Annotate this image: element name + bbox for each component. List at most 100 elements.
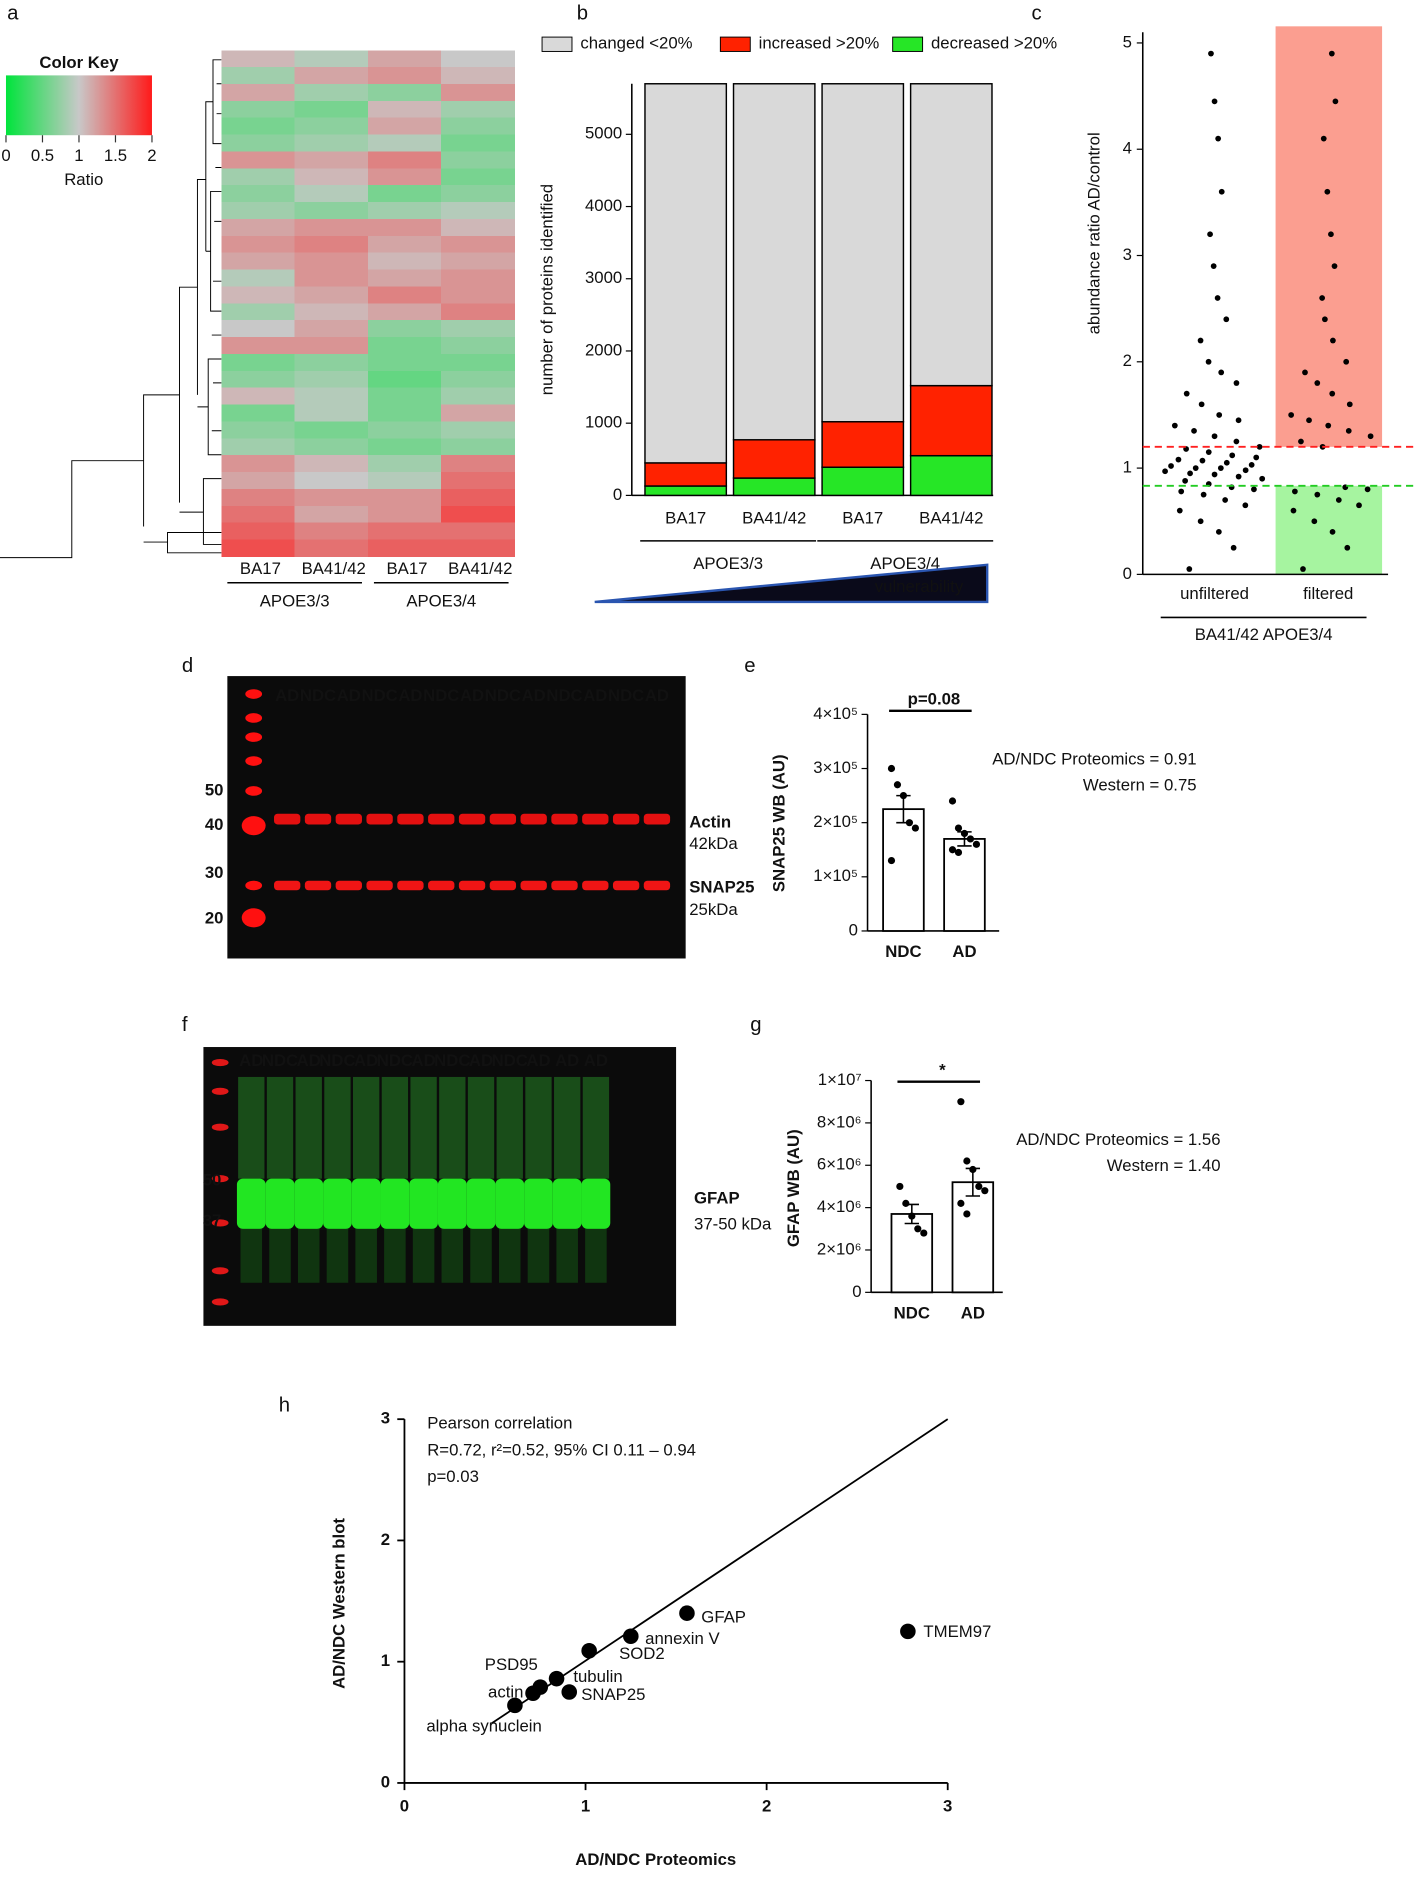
y-tick-label: 2 <box>381 1530 390 1549</box>
data-point <box>1216 412 1223 418</box>
band <box>581 1178 611 1229</box>
x-tick-label: AD <box>961 1303 985 1322</box>
data-point <box>1311 518 1318 525</box>
ladder-band <box>245 880 263 891</box>
heatmap-cell <box>294 269 369 287</box>
lane-label: NDC <box>608 686 644 705</box>
data-point <box>1332 98 1339 105</box>
ladder-band <box>211 1175 229 1183</box>
band <box>274 813 301 825</box>
heatmap-cell <box>294 472 369 490</box>
band <box>524 1178 553 1229</box>
heatmap-cell <box>294 117 369 135</box>
bar-segment <box>732 83 816 441</box>
heatmap-cell <box>221 269 296 287</box>
group-label: APOE3/4 <box>870 554 940 573</box>
data-point <box>1259 475 1266 482</box>
band-size: 25kDa <box>689 900 738 919</box>
x-tick-label: 1 <box>581 1796 590 1815</box>
band <box>551 813 578 825</box>
band <box>351 1178 381 1229</box>
lane-label: AD <box>526 1051 550 1070</box>
lane-label: AD <box>469 1051 493 1070</box>
data-point <box>1171 422 1178 429</box>
data-point <box>963 1210 971 1218</box>
data-point <box>1242 502 1249 509</box>
bar-segment <box>732 477 816 497</box>
band <box>274 880 301 891</box>
heatmap-cell <box>367 235 442 254</box>
data-point <box>914 1225 922 1233</box>
lane-smear <box>585 1228 607 1283</box>
lane-label: NDC <box>434 1051 470 1070</box>
heatmap-cell <box>221 117 296 135</box>
lane-label: AD <box>555 1051 579 1070</box>
trend-line <box>490 1418 949 1725</box>
annotation: Western = 0.75 <box>1083 776 1197 795</box>
lane-label: NDC <box>423 686 459 705</box>
heatmap-cell <box>367 337 442 355</box>
panel-label: b <box>577 3 588 25</box>
colorbar-tick-label: 1 <box>74 146 83 165</box>
data-point <box>1346 401 1353 408</box>
band <box>437 1178 467 1229</box>
heatmap-cell <box>221 303 296 321</box>
band <box>551 880 578 891</box>
lane-smear <box>439 1076 466 1179</box>
heatmap-cell <box>221 404 296 422</box>
data-point <box>1298 438 1304 445</box>
heatmap-cell <box>441 438 515 456</box>
heatmap-cell <box>441 286 515 304</box>
heatmap-cell <box>367 50 442 68</box>
data-point <box>1292 488 1298 495</box>
x-tick-label: unfiltered <box>1180 584 1249 603</box>
data-point <box>1222 497 1229 503</box>
y-tick-label: 2000 <box>585 340 622 359</box>
data-point <box>1343 358 1350 365</box>
y-tick-label: 3×10⁵ <box>813 758 858 777</box>
y-tick-label: 0 <box>1123 564 1132 583</box>
data-point <box>900 1623 916 1640</box>
data-point <box>1314 380 1321 386</box>
heatmap-cell <box>294 455 369 473</box>
lane-smear <box>441 1228 464 1283</box>
heatmap-cell <box>294 218 369 237</box>
significance-label: * <box>939 1060 946 1079</box>
band <box>294 1178 324 1229</box>
point-label: annexin V <box>645 1629 720 1648</box>
significance-label: p=0.08 <box>908 689 961 708</box>
data-point <box>1197 518 1204 525</box>
data-point <box>1205 358 1212 365</box>
heatmap-cell <box>441 269 515 287</box>
y-axis-label: number of proteins identified <box>537 184 556 395</box>
group-label: APOE3/3 <box>260 591 330 610</box>
data-point <box>1207 231 1213 238</box>
data-point <box>1314 491 1321 498</box>
data-point <box>1328 231 1334 238</box>
heatmap-cell <box>294 185 369 203</box>
band-size: 42kDa <box>689 834 738 853</box>
heatmap-cell <box>221 472 296 490</box>
y-tick-label: 1 <box>381 1651 390 1670</box>
y-tick-label: 3 <box>381 1409 390 1428</box>
wedge-label: vulnerability <box>875 577 964 596</box>
data-point <box>1300 566 1306 572</box>
data-point <box>1199 457 1206 464</box>
heatmap-cell <box>221 84 296 102</box>
y-tick-label: 0 <box>849 920 858 939</box>
point-label: TMEM97 <box>923 1622 991 1641</box>
ladder-band <box>245 756 263 766</box>
point-label: tubulin <box>573 1667 622 1686</box>
heatmap-cell <box>294 421 369 439</box>
y-tick-label: 2×10⁵ <box>813 812 858 831</box>
x-tick-label: 0 <box>400 1796 409 1815</box>
legend-label: increased >20% <box>759 34 880 53</box>
heatmap-cell <box>367 134 442 152</box>
bar-segment <box>644 83 728 464</box>
data-point <box>1205 449 1212 456</box>
band <box>304 880 332 891</box>
y-tick-label: 5000 <box>585 124 622 143</box>
y-tick-label: 6×10⁶ <box>817 1155 862 1174</box>
panel-label: d <box>182 655 193 677</box>
